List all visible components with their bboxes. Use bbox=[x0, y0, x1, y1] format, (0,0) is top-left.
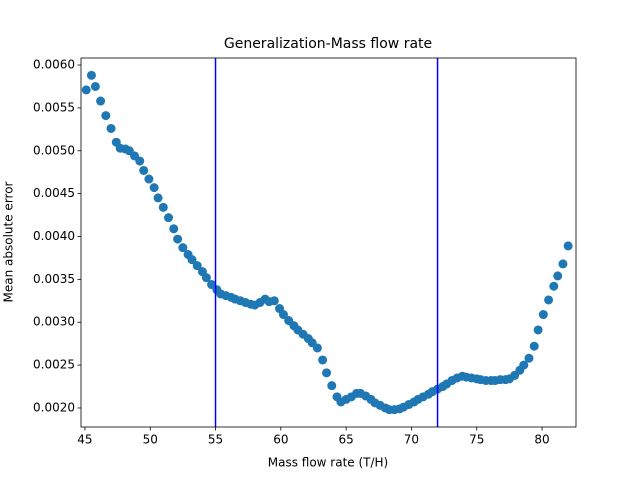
point bbox=[533, 325, 543, 335]
point bbox=[169, 224, 179, 234]
y-tick-label: 0.0020 bbox=[33, 400, 75, 414]
x-tick-label: 80 bbox=[534, 433, 549, 447]
point bbox=[269, 296, 279, 306]
point bbox=[90, 81, 100, 91]
x-tick-label: 50 bbox=[143, 433, 158, 447]
y-tick-label: 0.0025 bbox=[33, 358, 75, 372]
point bbox=[106, 123, 116, 133]
point bbox=[135, 156, 145, 166]
y-tick-label: 0.0060 bbox=[33, 58, 75, 72]
y-tick-label: 0.0035 bbox=[33, 272, 75, 286]
point bbox=[318, 355, 328, 365]
point bbox=[144, 174, 154, 184]
x-tick-label: 55 bbox=[208, 433, 223, 447]
x-tick-label: 60 bbox=[273, 433, 288, 447]
point bbox=[158, 202, 168, 212]
y-axis-label: Mean absolute error bbox=[2, 181, 16, 302]
point bbox=[187, 255, 197, 265]
point bbox=[524, 353, 534, 363]
x-tick-label: 70 bbox=[404, 433, 419, 447]
y-tick-label: 0.0050 bbox=[33, 143, 75, 157]
point bbox=[149, 183, 159, 193]
y-tick-label: 0.0055 bbox=[33, 100, 75, 114]
point bbox=[327, 381, 337, 391]
x-tick-label: 45 bbox=[77, 433, 92, 447]
point bbox=[101, 111, 111, 121]
point bbox=[96, 96, 106, 106]
plot-frame bbox=[80, 57, 577, 428]
point bbox=[173, 234, 183, 244]
point bbox=[553, 271, 563, 281]
x-tick-label: 75 bbox=[469, 433, 484, 447]
point bbox=[563, 241, 573, 251]
point bbox=[519, 360, 529, 370]
point bbox=[153, 193, 163, 203]
y-tick-label: 0.0040 bbox=[33, 229, 75, 243]
y-tick-label: 0.0045 bbox=[33, 186, 75, 200]
chart-title: Generalization-Mass flow rate bbox=[224, 36, 432, 52]
x-axis-label: Mass flow rate (T/H) bbox=[268, 456, 389, 470]
x-tick-label: 65 bbox=[338, 433, 353, 447]
point bbox=[178, 243, 188, 253]
point bbox=[322, 368, 332, 378]
point bbox=[278, 310, 288, 320]
point bbox=[201, 273, 211, 283]
point bbox=[164, 213, 174, 223]
y-tick-label: 0.0030 bbox=[33, 315, 75, 329]
point bbox=[544, 295, 554, 305]
point bbox=[81, 85, 91, 95]
point bbox=[549, 281, 559, 291]
point bbox=[558, 259, 568, 269]
point bbox=[139, 165, 149, 175]
point bbox=[529, 341, 539, 351]
point bbox=[538, 310, 548, 320]
point bbox=[86, 70, 96, 80]
point bbox=[312, 343, 322, 353]
point bbox=[192, 261, 202, 271]
